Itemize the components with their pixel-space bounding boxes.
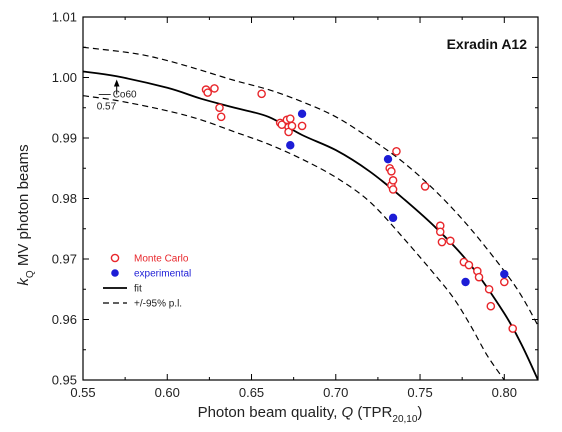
- tick-labels: 0.55 0.60 0.65 0.70 0.75 0.80 0.95 0.96 0.97 0.98…: [52, 10, 517, 401]
- monte-carlo-point: [216, 112, 226, 122]
- monte-carlo-point: [388, 176, 398, 185]
- y-tick-label: 0.98: [52, 191, 77, 206]
- legend-label: experimental: [134, 269, 191, 280]
- prediction-limit-curve: [83, 46, 538, 326]
- y-tick-label: 0.99: [52, 131, 77, 146]
- x-axis-title-q: Q: [342, 404, 354, 421]
- x-axis-title: Photon beam quality, Q (TPR20,10): [198, 404, 423, 425]
- monte-carlo-point: [486, 301, 496, 311]
- monte-carlo-point: [437, 237, 447, 247]
- x-axis-title-post: ): [417, 404, 422, 421]
- monte-carlo-point: [210, 84, 219, 93]
- monte-carlo-point: [474, 272, 484, 282]
- experimental-point: [388, 213, 398, 223]
- co60-arrow-head: [113, 79, 120, 87]
- x-tick-label: 0.60: [155, 385, 180, 400]
- legend-label: fit: [134, 284, 142, 295]
- monte-carlo-point: [387, 166, 396, 176]
- axis-ticks: [82, 16, 538, 381]
- monte-carlo-point: [435, 227, 445, 237]
- monte-carlo-point: [420, 182, 430, 191]
- legend-swatch-monte-carlo: [110, 253, 120, 263]
- plot-frame: [82, 16, 539, 381]
- experimental-point: [461, 277, 470, 287]
- legend: Monte Carlo experimental fit +/-95% p.l.: [103, 254, 191, 310]
- experimental-point: [383, 154, 393, 164]
- x-tick-label: 0.80: [492, 385, 517, 400]
- markers: [201, 84, 518, 333]
- monte-carlo-point: [446, 236, 455, 246]
- curves: [83, 46, 538, 380]
- fit-curve: [83, 70, 538, 380]
- chart-title: Exradin A12: [447, 36, 528, 52]
- experimental-point: [297, 109, 307, 118]
- monte-carlo-point: [203, 88, 213, 97]
- co60-label: Co60: [113, 90, 137, 101]
- experimental-point: [500, 269, 509, 279]
- monte-carlo-point: [215, 103, 224, 113]
- y-axis-title-rest: MV photon beams: [15, 144, 32, 270]
- y-tick-label: 0.97: [52, 252, 77, 267]
- experimental-point: [286, 141, 295, 150]
- y-tick-label: 1.00: [52, 70, 77, 85]
- x-tick-label: 0.55: [70, 385, 95, 400]
- legend-swatch-experimental: [111, 269, 119, 277]
- legend-label: Monte Carlo: [134, 254, 189, 265]
- monte-carlo-point: [499, 277, 509, 287]
- y-axis-title: kQ MV photon beams: [15, 144, 36, 285]
- monte-carlo-point: [508, 324, 518, 333]
- monte-carlo-point: [484, 284, 494, 294]
- x-axis-title-sub: 20,10: [392, 414, 417, 425]
- x-tick-label: 0.75: [407, 385, 432, 400]
- co60-value: 0.57: [97, 102, 117, 113]
- x-tick-label: 0.65: [239, 385, 264, 400]
- x-axis-title-pre: Photon beam quality,: [198, 404, 342, 421]
- monte-carlo-point: [287, 121, 297, 131]
- y-axis-title-sub: Q: [25, 270, 36, 278]
- monte-carlo-point: [388, 185, 398, 194]
- monte-carlo-point: [392, 147, 401, 156]
- legend-label: +/-95% p.l.: [134, 299, 182, 310]
- monte-carlo-point: [257, 89, 266, 99]
- monte-carlo-point: [285, 114, 295, 123]
- y-tick-label: 0.95: [52, 373, 77, 388]
- x-tick-label: 0.70: [323, 385, 348, 400]
- y-tick-label: 1.01: [52, 10, 77, 25]
- monte-carlo-point: [464, 260, 474, 270]
- x-axis-title-mid: (TPR: [353, 404, 392, 421]
- y-axis-title-k: k: [15, 277, 32, 286]
- monte-carlo-point: [297, 121, 307, 131]
- y-tick-label: 0.96: [52, 312, 77, 327]
